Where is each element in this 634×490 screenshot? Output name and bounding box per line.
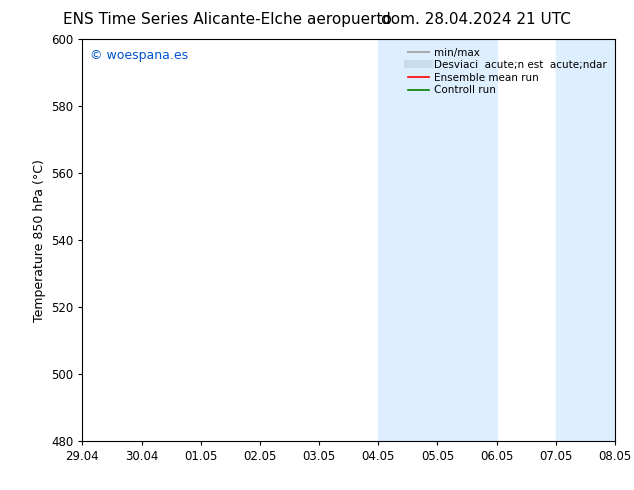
Bar	[378, 39, 496, 441]
Bar	[556, 39, 634, 441]
Text: ENS Time Series Alicante-Elche aeropuerto: ENS Time Series Alicante-Elche aeropuert…	[63, 12, 392, 27]
Y-axis label: Temperature 850 hPa (°C): Temperature 850 hPa (°C)	[32, 159, 46, 321]
Text: © woespana.es: © woespana.es	[91, 49, 188, 62]
Legend: min/max, Desviaci  acute;n est  acute;ndar, Ensemble mean run, Controll run: min/max, Desviaci acute;n est acute;ndar…	[404, 45, 610, 98]
Text: dom. 28.04.2024 21 UTC: dom. 28.04.2024 21 UTC	[381, 12, 571, 27]
